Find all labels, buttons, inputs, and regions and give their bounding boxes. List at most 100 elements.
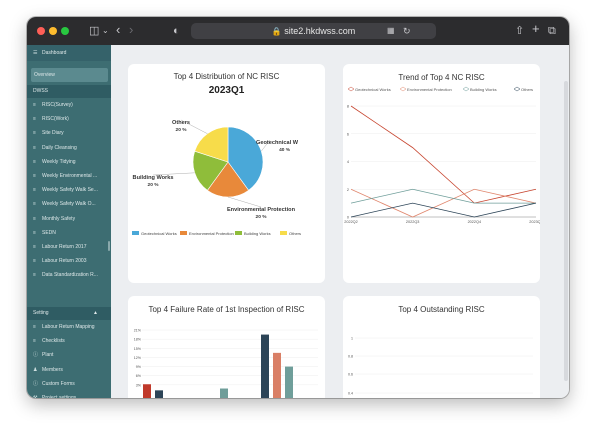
sidebar-item-weekly-safety-walk-o[interactable]: ≡ Weekly Safety Walk O...	[27, 198, 111, 211]
sidebar-item-site-diary[interactable]: ≡ Site Diary	[27, 127, 111, 140]
sidebar-toggle-icon[interactable]: ◫	[89, 25, 100, 37]
legend-label: Geotechnical Works	[141, 231, 177, 236]
close-window-button[interactable]	[37, 27, 45, 35]
sidebar-item-label: Checklists	[42, 338, 65, 345]
share-icon[interactable]: ⇧	[515, 25, 525, 37]
sidebar-item-weekly-environmental[interactable]: ≡ Weekly Environmental ...	[27, 170, 111, 183]
sidebar-item-data-standardization-r[interactable]: ≡ Data Standardization R...	[27, 269, 111, 282]
list-icon: ≡	[33, 272, 36, 279]
sidebar-item-risc-survey[interactable]: ≡ RISC(Survey)	[27, 99, 111, 112]
chevron-down-icon[interactable]: ⌄	[102, 26, 109, 35]
legend-marker	[347, 86, 355, 92]
list-icon: ≡	[33, 158, 36, 165]
sidebar-item-daily-cleansing[interactable]: ≡ Daily Cleansing	[27, 142, 111, 155]
sidebar-item-checklists[interactable]: ≡ Checklists	[27, 335, 111, 348]
sidebar-group-dwss[interactable]: DWSS	[27, 85, 111, 98]
sidebar-item-labour-return-2003[interactable]: ≡ Labour Return 2003	[27, 255, 111, 268]
bar[interactable]	[273, 352, 281, 398]
sidebar-item-label: Monthly Safety	[42, 215, 76, 222]
y-tick-label: 2	[347, 188, 349, 192]
x-tick-label: 2023Q1	[529, 220, 540, 224]
bar[interactable]	[261, 334, 269, 398]
sidebar-item-label: Weekly Safety Walk O...	[42, 201, 96, 208]
legend-swatch	[180, 231, 187, 235]
series-line[interactable]	[350, 202, 537, 218]
sidebar-item-label: Labour Return 2017	[42, 244, 87, 250]
sidebar-item-labour-return-2017[interactable]: ≡ Labour Return 2017	[27, 241, 111, 254]
pie-slice[interactable]	[227, 126, 264, 191]
zoom-window-button[interactable]	[61, 27, 69, 35]
series-line[interactable]	[350, 188, 536, 204]
pie-leader-line	[152, 172, 195, 176]
sidebar-scrollbar[interactable]	[108, 241, 110, 251]
sidebar-item-label: RISC(Work)	[42, 116, 69, 123]
legend-marker	[513, 86, 521, 92]
sidebar-dashboard[interactable]: ☰ Dashboard	[27, 45, 111, 61]
forward-icon[interactable]: ›	[129, 22, 134, 37]
pie-slice[interactable]	[207, 161, 249, 198]
sidebar-item-overview[interactable]: Overview	[31, 68, 108, 82]
pie-slice-value: 40 %	[279, 147, 291, 153]
sidebar-item-label: RISC(Survey)	[42, 102, 73, 108]
list-icon: ≡	[33, 201, 36, 208]
list-icon: ≡	[33, 215, 36, 222]
legend-label: Geotechnical Works	[355, 87, 391, 92]
bar[interactable]	[285, 366, 293, 398]
new-tab-icon[interactable]: +	[532, 21, 540, 36]
list-icon: ≡	[33, 187, 36, 194]
sidebar-item-weekly-tidying[interactable]: ≡ Weekly Tidying	[27, 156, 111, 169]
sidebar-item-label: Overview	[34, 72, 55, 78]
tab-overview-icon[interactable]: ⧉	[548, 25, 556, 37]
series-line[interactable]	[350, 188, 537, 218]
sidebar-item-custom-forms[interactable]: ⓘ Custom Forms	[27, 378, 111, 391]
sidebar-item-label: Labour Return Mapping	[42, 324, 95, 330]
sidebar-item-label: Plant	[42, 352, 54, 359]
sidebar-item-sedn[interactable]: ≡ SEDN	[27, 227, 111, 240]
shield-icon[interactable]: ◐	[173, 25, 180, 37]
sidebar-item-label: Data Standardization R...	[42, 272, 98, 279]
browser-toolbar: ◫ ⌄ ‹ › ◐ 🔒 site2.hkdwss.com ▦ ↻ ⇧ + ⧉	[27, 17, 569, 45]
minimize-window-button[interactable]	[49, 27, 57, 35]
bar[interactable]	[143, 384, 151, 398]
x-tick-label: 2022Q2	[344, 220, 358, 224]
series-line[interactable]	[350, 105, 537, 204]
sidebar-item-label: Daily Cleansing	[42, 144, 77, 151]
y-tick-label: 15%	[134, 347, 142, 351]
pie-slice[interactable]	[192, 150, 229, 191]
sidebar-item-monthly-safety[interactable]: ≡ Monthly Safety	[27, 213, 111, 226]
list-icon: ≡	[33, 116, 36, 123]
translate-icon[interactable]: ▦	[387, 26, 395, 35]
address-bar[interactable]: 🔒 site2.hkdwss.com ▦ ↻	[191, 23, 436, 39]
sidebar-item-labour-return-mapping[interactable]: ≡ Labour Return Mapping	[27, 321, 111, 334]
sidebar-group-setting[interactable]: Setting ▲	[27, 307, 111, 320]
legend-marker	[462, 86, 470, 92]
y-tick-label: 0.6	[348, 373, 353, 377]
sidebar-item-project-settings[interactable]: ⚒ Project settings	[27, 392, 111, 398]
sidebar-item-label: Labour Return 2003	[42, 258, 87, 265]
pie-slice-label: Geotechnical W	[256, 140, 299, 146]
y-tick-label: 6%	[136, 374, 142, 378]
bar[interactable]	[155, 390, 163, 398]
list-icon: ≡	[33, 258, 36, 265]
y-tick-label: 3%	[136, 383, 142, 387]
pie-leader-line	[180, 119, 208, 134]
pie-slice-label: Others	[172, 120, 190, 126]
sidebar-item-plant[interactable]: ⓘ Plant	[27, 349, 111, 362]
sidebar-item-members[interactable]: ♟ Members	[27, 364, 111, 377]
legend-label: Others	[521, 87, 533, 92]
main-scrollbar[interactable]	[564, 81, 568, 381]
dashboard-main: Top 4 Distribution of NC RISC 2023Q1 Geo…	[111, 45, 569, 398]
sidebar-group-label: DWSS	[33, 88, 48, 94]
y-tick-label: 0.8	[348, 355, 353, 359]
pie-slice[interactable]	[194, 126, 229, 163]
legend-swatch	[132, 231, 139, 235]
legend-marker	[399, 86, 407, 92]
sidebar-item-weekly-safety-walk-se[interactable]: ≡ Weekly Safety Walk Se...	[27, 184, 111, 197]
bar[interactable]	[220, 388, 228, 398]
list-icon: ≡	[33, 130, 36, 137]
sidebar-item-risc-work[interactable]: ≡ RISC(Work)	[27, 113, 111, 126]
back-icon[interactable]: ‹	[116, 22, 121, 37]
failure-rate-title: Top 4 Failure Rate of 1st Inspection of …	[148, 305, 305, 314]
reload-icon[interactable]: ↻	[403, 26, 411, 36]
legend-label: Building Works	[244, 231, 271, 236]
